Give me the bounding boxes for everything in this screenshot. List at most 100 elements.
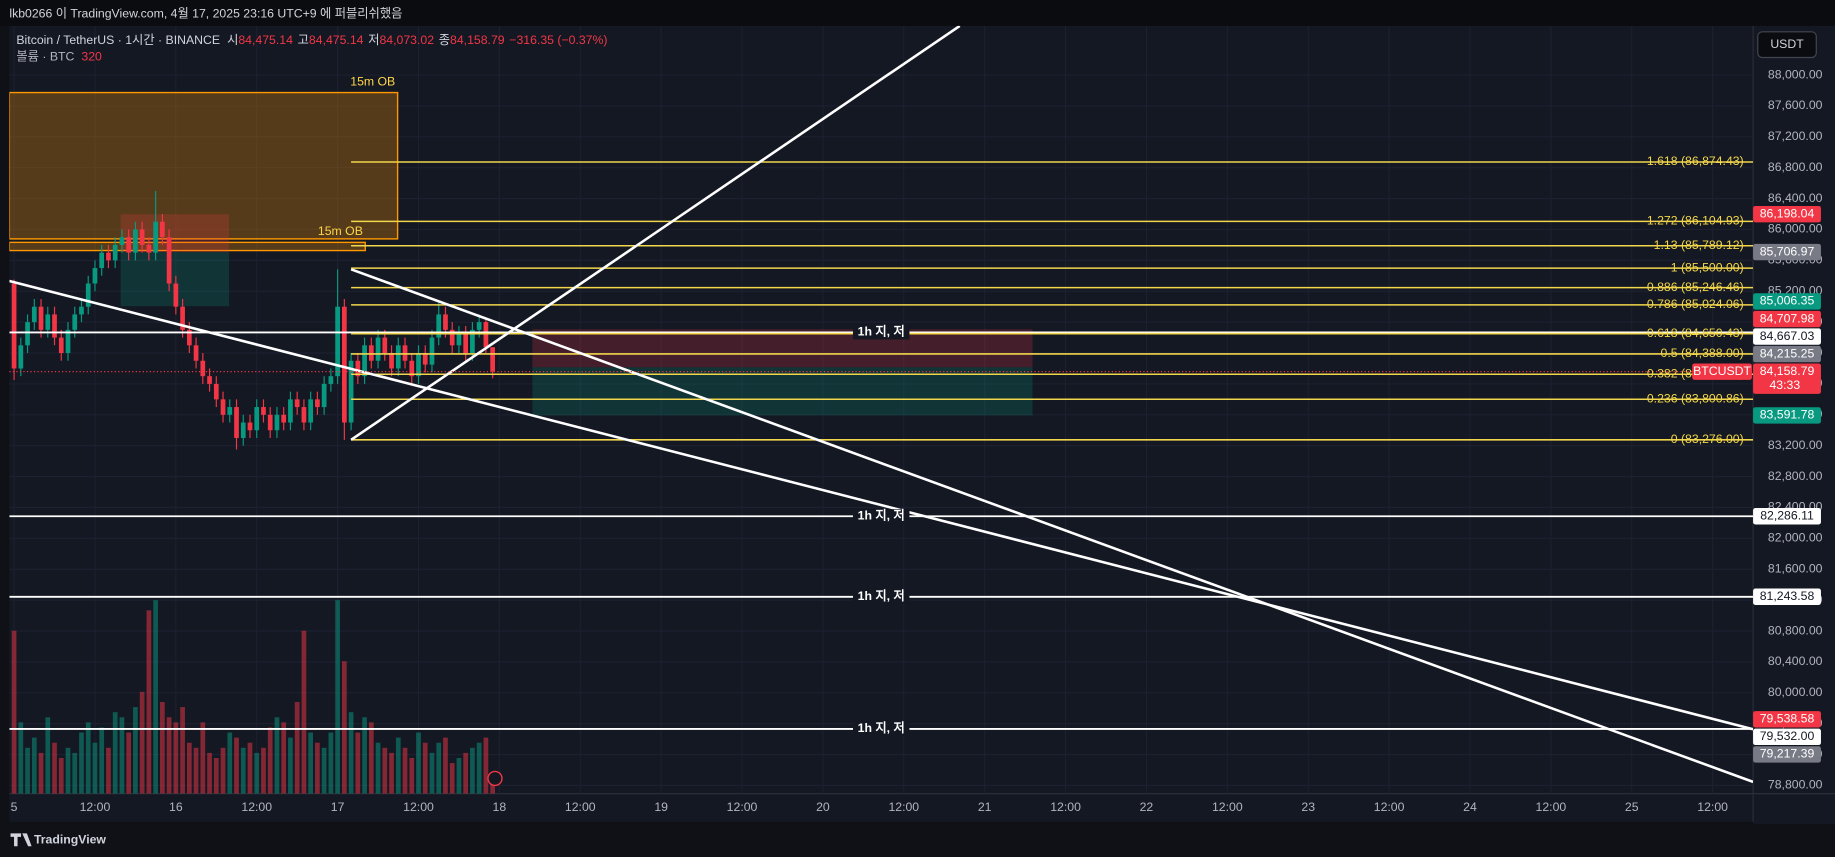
fib-label: 1.13 (85,789.12): [1654, 238, 1744, 252]
y-tick-label: 87,200.00: [1768, 129, 1823, 143]
volume-bar: [25, 747, 30, 794]
candle-body: [240, 422, 246, 438]
candle-body: [362, 345, 367, 377]
volume-bar: [173, 722, 179, 794]
line-label-bg: [852, 325, 910, 340]
x-tick-label: 12:00: [565, 800, 596, 814]
x-tick-label: 12:00: [1697, 800, 1728, 814]
alert-icon: [487, 770, 503, 787]
volume-bar: [31, 737, 37, 794]
price-tag-label: 79,217.39: [1760, 747, 1815, 761]
candle-body: [193, 345, 199, 361]
volume-bar: [45, 717, 51, 794]
candle-body: [308, 399, 314, 423]
price-tag: [1753, 711, 1821, 728]
volume-bar: [58, 757, 64, 794]
volume-bar: [112, 712, 118, 794]
volume-bar: [449, 763, 455, 794]
y-tick-label: 78,800.00: [1768, 778, 1823, 792]
x-tick-label: 18: [493, 800, 507, 814]
x-tick-label: 5: [11, 800, 18, 814]
volume-bar: [368, 722, 374, 794]
legend-value: 84,158.79: [450, 33, 505, 47]
price-tag: [1753, 345, 1821, 363]
volume-bar: [308, 732, 314, 794]
volume-label: 볼륨 · BTC: [16, 50, 74, 64]
fib-label: 0.886 (85,246.46): [1647, 280, 1744, 294]
line-label: 1h 지, 저: [858, 508, 905, 523]
candle-body: [180, 306, 185, 330]
volume-bar: [395, 737, 401, 794]
x-tick-label: 17: [331, 800, 345, 814]
candle-body: [11, 283, 17, 369]
candle-body: [348, 360, 354, 423]
price-tag-label: 85,706.97: [1760, 244, 1815, 258]
volume-bar: [207, 752, 212, 794]
volume-bar: [247, 742, 253, 794]
volume-bar: [483, 737, 489, 794]
y-tick-label: 81,600.00: [1768, 561, 1823, 575]
price-tag: [1753, 328, 1821, 345]
plot-area: [9, 25, 1754, 794]
price-tag-label: 85,006.35: [1760, 294, 1815, 308]
price-tag: [1753, 746, 1821, 763]
volume-bar: [166, 717, 172, 794]
legend-key: 종: [439, 33, 450, 47]
price-tag: [1753, 293, 1821, 310]
volume-bar: [382, 747, 388, 794]
symbol-tag-label: BTCUSDT: [1693, 364, 1751, 378]
y-tick-label: 82,000.00: [1768, 531, 1823, 545]
candle-body: [247, 422, 253, 431]
volume-bar: [355, 732, 361, 794]
y-tick-label: 88,000.00: [1768, 67, 1823, 81]
price-tag-label: 83,591.78: [1760, 408, 1815, 422]
price-tag: [1753, 407, 1821, 424]
volume-bar: [186, 742, 192, 794]
volume-bar: [72, 752, 78, 794]
x-tick-label: 12:00: [1536, 800, 1567, 814]
time-axis: [9, 793, 1754, 822]
legend-change: −316.35 (−0.37%): [509, 33, 607, 47]
line-label: 1h 지, 저: [858, 720, 905, 735]
volume-bar: [240, 747, 246, 794]
currency-button[interactable]: [1757, 31, 1817, 59]
volume-bar: [227, 732, 233, 794]
price-tag: [1753, 310, 1821, 328]
candle-body: [38, 306, 44, 330]
candle-body: [25, 322, 30, 346]
y-tick-label: 80,800.00: [1768, 623, 1823, 637]
candle-body: [261, 407, 266, 415]
price-tag-label: 84,667.03: [1760, 329, 1815, 343]
line-label: 1h 지, 저: [858, 588, 905, 603]
volume-bar: [254, 752, 260, 794]
volume-bar: [133, 707, 138, 794]
volume-bar: [220, 747, 226, 794]
x-tick-label: 12:00: [241, 800, 272, 814]
candle-body: [160, 221, 165, 238]
candle-body: [443, 314, 448, 330]
candle-body: [274, 414, 280, 431]
candle-body: [422, 353, 428, 365]
candle-body: [429, 337, 435, 365]
candle-body: [335, 306, 340, 377]
candle-body: [294, 399, 300, 408]
volume-bar: [341, 661, 347, 794]
volume-bar: [416, 732, 421, 794]
volume-bar: [436, 742, 442, 794]
candle-body: [146, 244, 152, 253]
x-tick-label: 12:00: [1212, 800, 1243, 814]
candle-body: [355, 360, 361, 377]
position-risk: [532, 329, 1033, 368]
candle-body: [200, 360, 206, 377]
candle-body: [112, 244, 118, 261]
candle-body: [382, 337, 388, 354]
x-tick-label: 12:00: [1050, 800, 1081, 814]
candle-body: [173, 283, 179, 307]
x-tick-label: 12:00: [1374, 800, 1405, 814]
volume-bar: [213, 757, 219, 794]
legend-title: Bitcoin / TetherUS · 1시간 · BINANCE: [16, 33, 220, 47]
x-tick-label: 20: [816, 800, 830, 814]
price-tag: [1753, 508, 1821, 525]
line-label-bg: [852, 509, 910, 524]
